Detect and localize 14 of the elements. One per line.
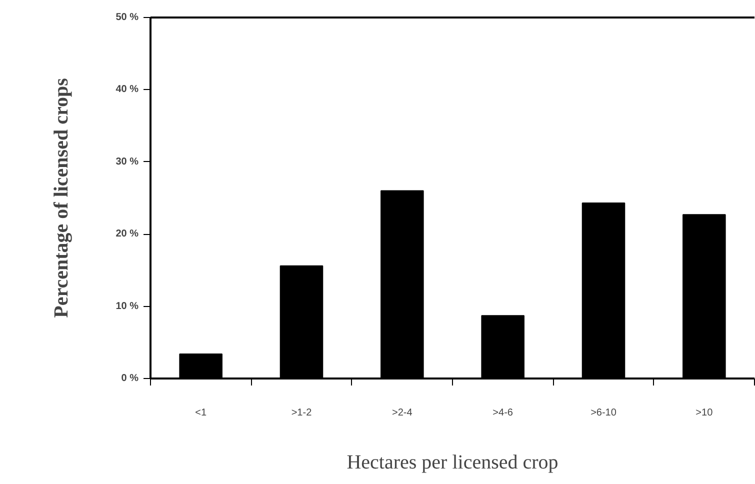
x-tick-label: >2-4 xyxy=(392,408,413,418)
y-tick-label: 0 % xyxy=(121,373,139,384)
x-tick-label: >6-10 xyxy=(590,408,617,418)
y-tick-label: 40 % xyxy=(116,84,139,96)
y-tick-label: 10 % xyxy=(116,300,139,312)
y-tick-label: 20 % xyxy=(116,228,139,240)
x-tick-label: >10 xyxy=(696,408,714,418)
x-tick-label: >4-6 xyxy=(492,408,514,418)
y-tick-label: 50 % xyxy=(116,12,139,23)
y-axis-title: Percentage of licensed crops xyxy=(50,78,73,318)
x-tick-label: >1-2 xyxy=(291,408,312,418)
x-axis-title: Hectares per licensed crop xyxy=(346,452,558,474)
y-tick-label: 30 % xyxy=(116,156,139,168)
x-tick-label: <1 xyxy=(195,408,207,418)
